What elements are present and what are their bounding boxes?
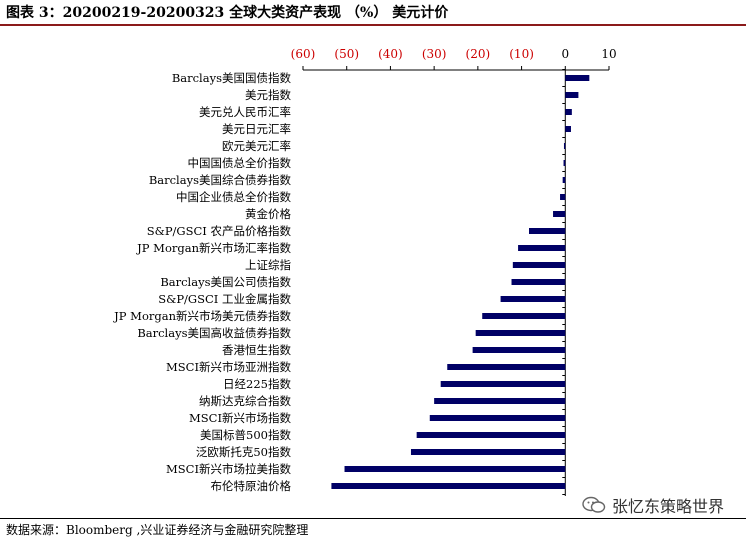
x-tick-label: (40) <box>378 47 403 61</box>
category-label: Barclays美国高收益债券指数 <box>137 326 291 340</box>
bar <box>518 245 566 251</box>
watermark-text: 张忆东策略世界 <box>611 497 724 516</box>
bar <box>429 415 566 421</box>
category-label: Barclays美国公司债指数 <box>160 275 291 289</box>
category-label: 美元指数 <box>245 88 291 102</box>
figure-header: 图表 3：20200219-20200323 全球大类资产表现 （%） 美元计价 <box>0 0 746 24</box>
bar <box>565 92 579 98</box>
bar <box>529 228 566 234</box>
x-tick-label: (50) <box>334 47 359 61</box>
bar <box>416 432 566 438</box>
category-label: 美元兑人民币汇率 <box>199 105 291 119</box>
bar <box>511 279 566 285</box>
bar <box>565 109 572 115</box>
title-rule <box>0 24 746 26</box>
bar <box>410 449 566 455</box>
bar <box>344 466 566 472</box>
category-label: MSCI新兴市场亚洲指数 <box>166 360 291 374</box>
bar <box>553 211 566 217</box>
bar <box>472 347 566 353</box>
category-label: MSCI新兴市场指数 <box>189 411 291 425</box>
x-tick-label: (10) <box>509 47 534 61</box>
bar <box>563 143 566 149</box>
bar <box>482 313 566 319</box>
category-label: 美国标普500指数 <box>200 428 291 442</box>
bar <box>434 398 566 404</box>
figure-title: 图表 3：20200219-20200323 全球大类资产表现 （%） 美元计价 <box>6 5 449 21</box>
source-rule <box>0 518 746 519</box>
category-label: 美元日元汇率 <box>222 122 291 136</box>
x-tick-label: (30) <box>422 47 447 61</box>
category-label: Barclays美国综合债券指数 <box>149 173 292 187</box>
x-tick-label: (20) <box>466 47 491 61</box>
category-label: JP Morgan新兴市场美元债券指数 <box>113 309 291 323</box>
category-label: S&P/GSCI 工业金属指数 <box>158 292 291 306</box>
category-label: MSCI新兴市场拉美指数 <box>166 462 291 476</box>
bar <box>563 160 566 166</box>
bar <box>560 194 566 200</box>
category-label: 中国国债总全价指数 <box>188 156 292 170</box>
bar <box>562 177 566 183</box>
category-label: 日经225指数 <box>223 377 291 391</box>
category-label: 上证综指 <box>245 258 291 272</box>
category-label: 欧元美元汇率 <box>222 139 291 153</box>
category-label: 黄金价格 <box>245 207 291 221</box>
watermark: 张忆东策略世界 <box>582 493 724 517</box>
source-note: 数据来源：Bloomberg ,兴业证券经济与金融研究院整理 <box>6 523 309 537</box>
category-label: JP Morgan新兴市场汇率指数 <box>136 241 291 255</box>
category-label: 香港恒生指数 <box>222 343 291 357</box>
bar <box>331 483 566 489</box>
category-label: Barclays美国国债指数 <box>172 71 292 85</box>
bar <box>475 330 566 336</box>
category-label: 布伦特原油价格 <box>211 479 292 493</box>
category-label: 泛欧斯托克50指数 <box>196 445 292 459</box>
bar-chart: (60) (50) (40) (30) (20) (10) 0 10 Barclays美国国债指… <box>113 47 617 496</box>
bar <box>565 126 571 132</box>
x-tick-label: 10 <box>601 47 616 61</box>
x-tick-label: 0 <box>561 47 569 61</box>
category-label: 纳斯达克综合指数 <box>199 394 291 408</box>
bar <box>440 381 566 387</box>
bar <box>447 364 566 370</box>
category-label: 中国企业债总全价指数 <box>176 190 291 204</box>
category-label: S&P/GSCI 农产品价格指数 <box>147 224 292 238</box>
bar <box>500 296 566 302</box>
bar <box>565 75 590 81</box>
wechat-icon <box>582 496 606 513</box>
x-tick-label: (60) <box>291 47 316 61</box>
bar <box>512 262 566 268</box>
